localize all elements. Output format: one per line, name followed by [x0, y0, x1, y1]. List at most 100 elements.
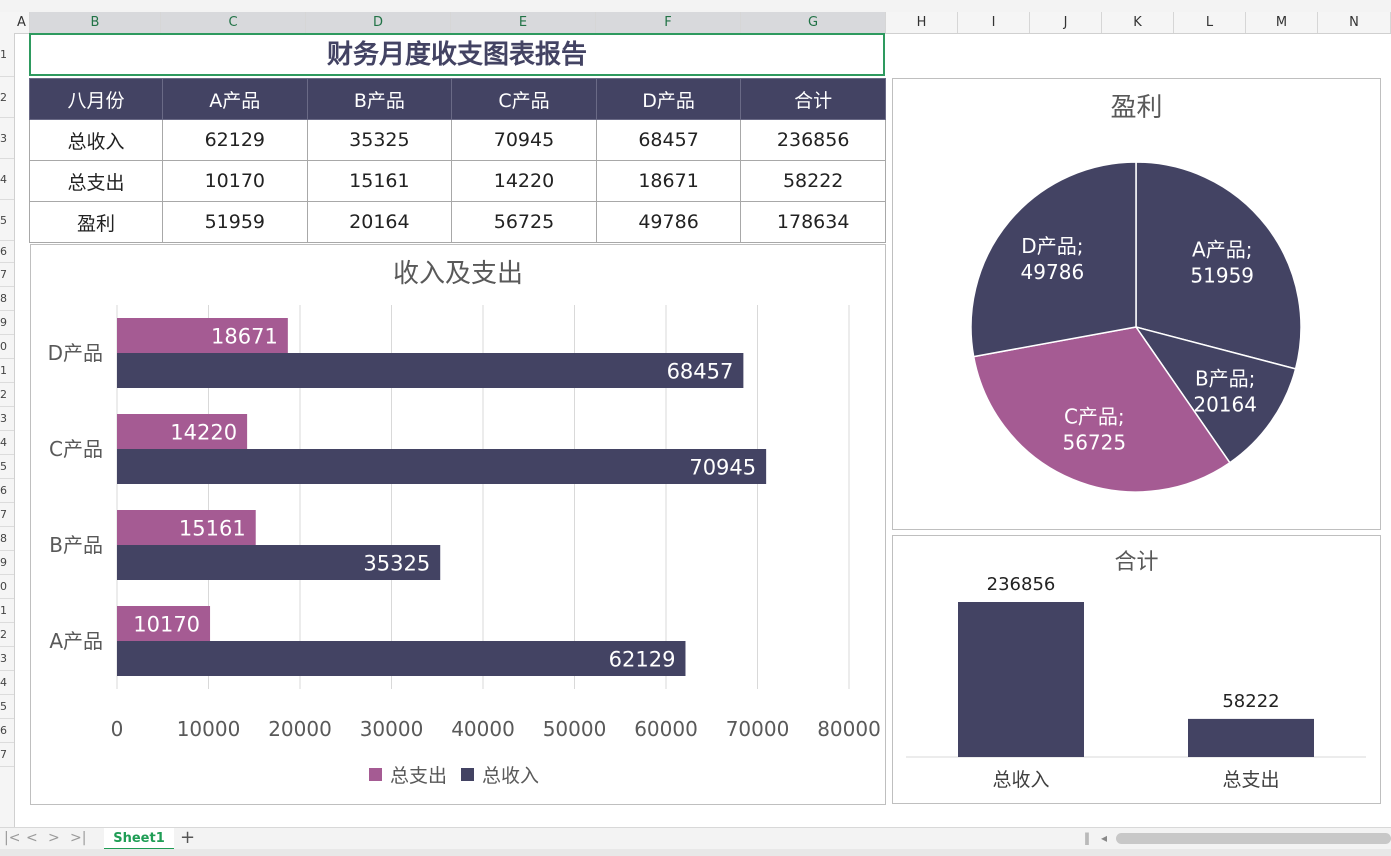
first-sheet-button[interactable]: |< [4, 830, 21, 846]
report-title-cell[interactable]: 财务月度收支图表报告 [29, 33, 885, 76]
column-header-J[interactable]: J [1030, 12, 1102, 33]
next-sheet-button[interactable]: > [48, 830, 60, 846]
column-value-label: 236856 [987, 574, 1056, 595]
row-header[interactable]: 0 [0, 335, 14, 359]
row-header[interactable]: 2 [0, 77, 14, 118]
bar-总支出[interactable] [117, 606, 211, 641]
column-header-N[interactable]: N [1318, 12, 1391, 33]
header-cell[interactable]: C产品 [451, 78, 597, 120]
row-header[interactable]: 0 [0, 575, 14, 599]
row-header[interactable]: 5 [0, 695, 14, 719]
header-cell[interactable]: 八月份 [29, 78, 163, 120]
pie-slice-C产品[interactable] [972, 326, 1231, 493]
table-cell[interactable]: 56725 [451, 201, 597, 243]
table-cell[interactable]: 62129 [162, 119, 308, 161]
table-row: 总支出 10170 15161 14220 18671 58222 [29, 160, 886, 202]
total-column-chart[interactable]: 合计 236856 总收入 58222 总支出 [892, 535, 1381, 804]
bar-总收入[interactable] [117, 641, 686, 676]
table-cell[interactable]: 总支出 [29, 160, 163, 202]
column-header-E[interactable]: E [451, 12, 596, 33]
column-bar[interactable] [1188, 718, 1314, 757]
row-header[interactable]: 3 [0, 118, 14, 159]
table-cell[interactable]: 14220 [451, 160, 597, 202]
bar-总支出[interactable] [117, 510, 256, 545]
table-cell[interactable]: 178634 [740, 201, 886, 243]
row-header[interactable]: 7 [0, 263, 14, 287]
sheet-tab-sheet1[interactable]: Sheet1 [104, 828, 174, 850]
row-header[interactable]: 3 [0, 407, 14, 431]
table-cell[interactable]: 盈利 [29, 201, 163, 243]
row-header[interactable]: 4 [0, 671, 14, 695]
scroll-split-icon[interactable]: ‖ [1084, 831, 1090, 845]
header-cell[interactable]: A产品 [162, 78, 308, 120]
table-cell[interactable]: 236856 [740, 119, 886, 161]
column-header-B[interactable]: B [30, 12, 161, 33]
column-header-F[interactable]: F [596, 12, 741, 33]
bar-value-label: 62129 [609, 648, 676, 672]
row-header[interactable]: 1 [0, 359, 14, 383]
profit-pie-chart[interactable]: 盈利 A产品; 51959 B产品; 20164 C产品; 56725 D产品; 49786 [892, 78, 1381, 530]
column-header-A[interactable]: A [14, 12, 30, 33]
table-cell[interactable]: 49786 [595, 201, 742, 243]
table-cell[interactable]: 18671 [595, 160, 742, 202]
chart-title: 盈利 [1110, 93, 1163, 123]
column-header-G[interactable]: G [741, 12, 886, 33]
row-header[interactable]: 1 [0, 599, 14, 623]
pie-slice-A产品[interactable] [1135, 161, 1302, 370]
y-category-label: C产品 [49, 437, 103, 461]
column-header-H[interactable]: H [886, 12, 958, 33]
column-header-D[interactable]: D [306, 12, 451, 33]
row-header[interactable]: 7 [0, 743, 14, 767]
row-header[interactable]: 2 [0, 383, 14, 407]
prev-sheet-button[interactable]: < [26, 830, 38, 846]
bar-总收入[interactable] [117, 449, 767, 484]
bar-总支出[interactable] [117, 414, 248, 449]
table-cell[interactable]: 68457 [595, 119, 742, 161]
income-expense-chart[interactable]: 收入及支出 0 10000 20000 30000 40000 50000 60000 700… [30, 244, 886, 805]
column-header-K[interactable]: K [1102, 12, 1174, 33]
row-header[interactable]: 2 [0, 623, 14, 647]
row-header[interactable]: 5 [0, 455, 14, 479]
row-header[interactable]: 8 [0, 527, 14, 551]
column-header-I[interactable]: I [958, 12, 1030, 33]
row-header[interactable]: 7 [0, 503, 14, 527]
header-cell[interactable]: B产品 [306, 78, 453, 120]
table-cell[interactable]: 15161 [306, 160, 453, 202]
bar-总收入[interactable] [117, 353, 744, 388]
pie-slice-D产品[interactable] [970, 161, 1137, 358]
horizontal-scrollbar[interactable] [1116, 833, 1391, 844]
column-bar[interactable] [958, 602, 1084, 757]
row-header[interactable]: 6 [0, 479, 14, 503]
table-cell[interactable]: 70945 [451, 119, 597, 161]
header-cell[interactable]: 合计 [740, 78, 886, 120]
table-cell[interactable]: 58222 [740, 160, 886, 202]
table-cell[interactable]: 10170 [162, 160, 308, 202]
row-header[interactable]: 4 [0, 431, 14, 455]
last-sheet-button[interactable]: >| [70, 830, 87, 846]
table-cell[interactable]: 20164 [306, 201, 453, 243]
table-cell[interactable]: 总收入 [29, 119, 163, 161]
column-header-C[interactable]: C [161, 12, 306, 33]
table-cell[interactable]: 51959 [162, 201, 308, 243]
x-tick-label: 30000 [360, 717, 424, 741]
pie-value: 56725 [1062, 431, 1126, 455]
bar-总收入[interactable] [117, 545, 441, 580]
row-header[interactable]: 4 [0, 159, 14, 200]
row-header[interactable]: 1 [0, 33, 14, 77]
table-cell[interactable]: 35325 [306, 119, 453, 161]
scroll-left-icon[interactable]: ◂ [1101, 831, 1108, 845]
column-header-L[interactable]: L [1174, 12, 1246, 33]
bar-value-label: 15161 [179, 517, 246, 541]
row-header[interactable]: 8 [0, 287, 14, 311]
row-header[interactable]: 3 [0, 647, 14, 671]
row-header[interactable]: 9 [0, 551, 14, 575]
header-cell[interactable]: D产品 [595, 78, 742, 120]
column-header-M[interactable]: M [1246, 12, 1318, 33]
row-header[interactable]: 6 [0, 719, 14, 743]
bar-总支出[interactable] [117, 318, 288, 353]
row-header[interactable]: 9 [0, 311, 14, 335]
add-sheet-button[interactable]: + [180, 827, 196, 848]
pie-slice-B产品[interactable] [1134, 325, 1297, 464]
row-header[interactable]: 6 [0, 241, 14, 263]
row-header[interactable]: 5 [0, 200, 14, 241]
